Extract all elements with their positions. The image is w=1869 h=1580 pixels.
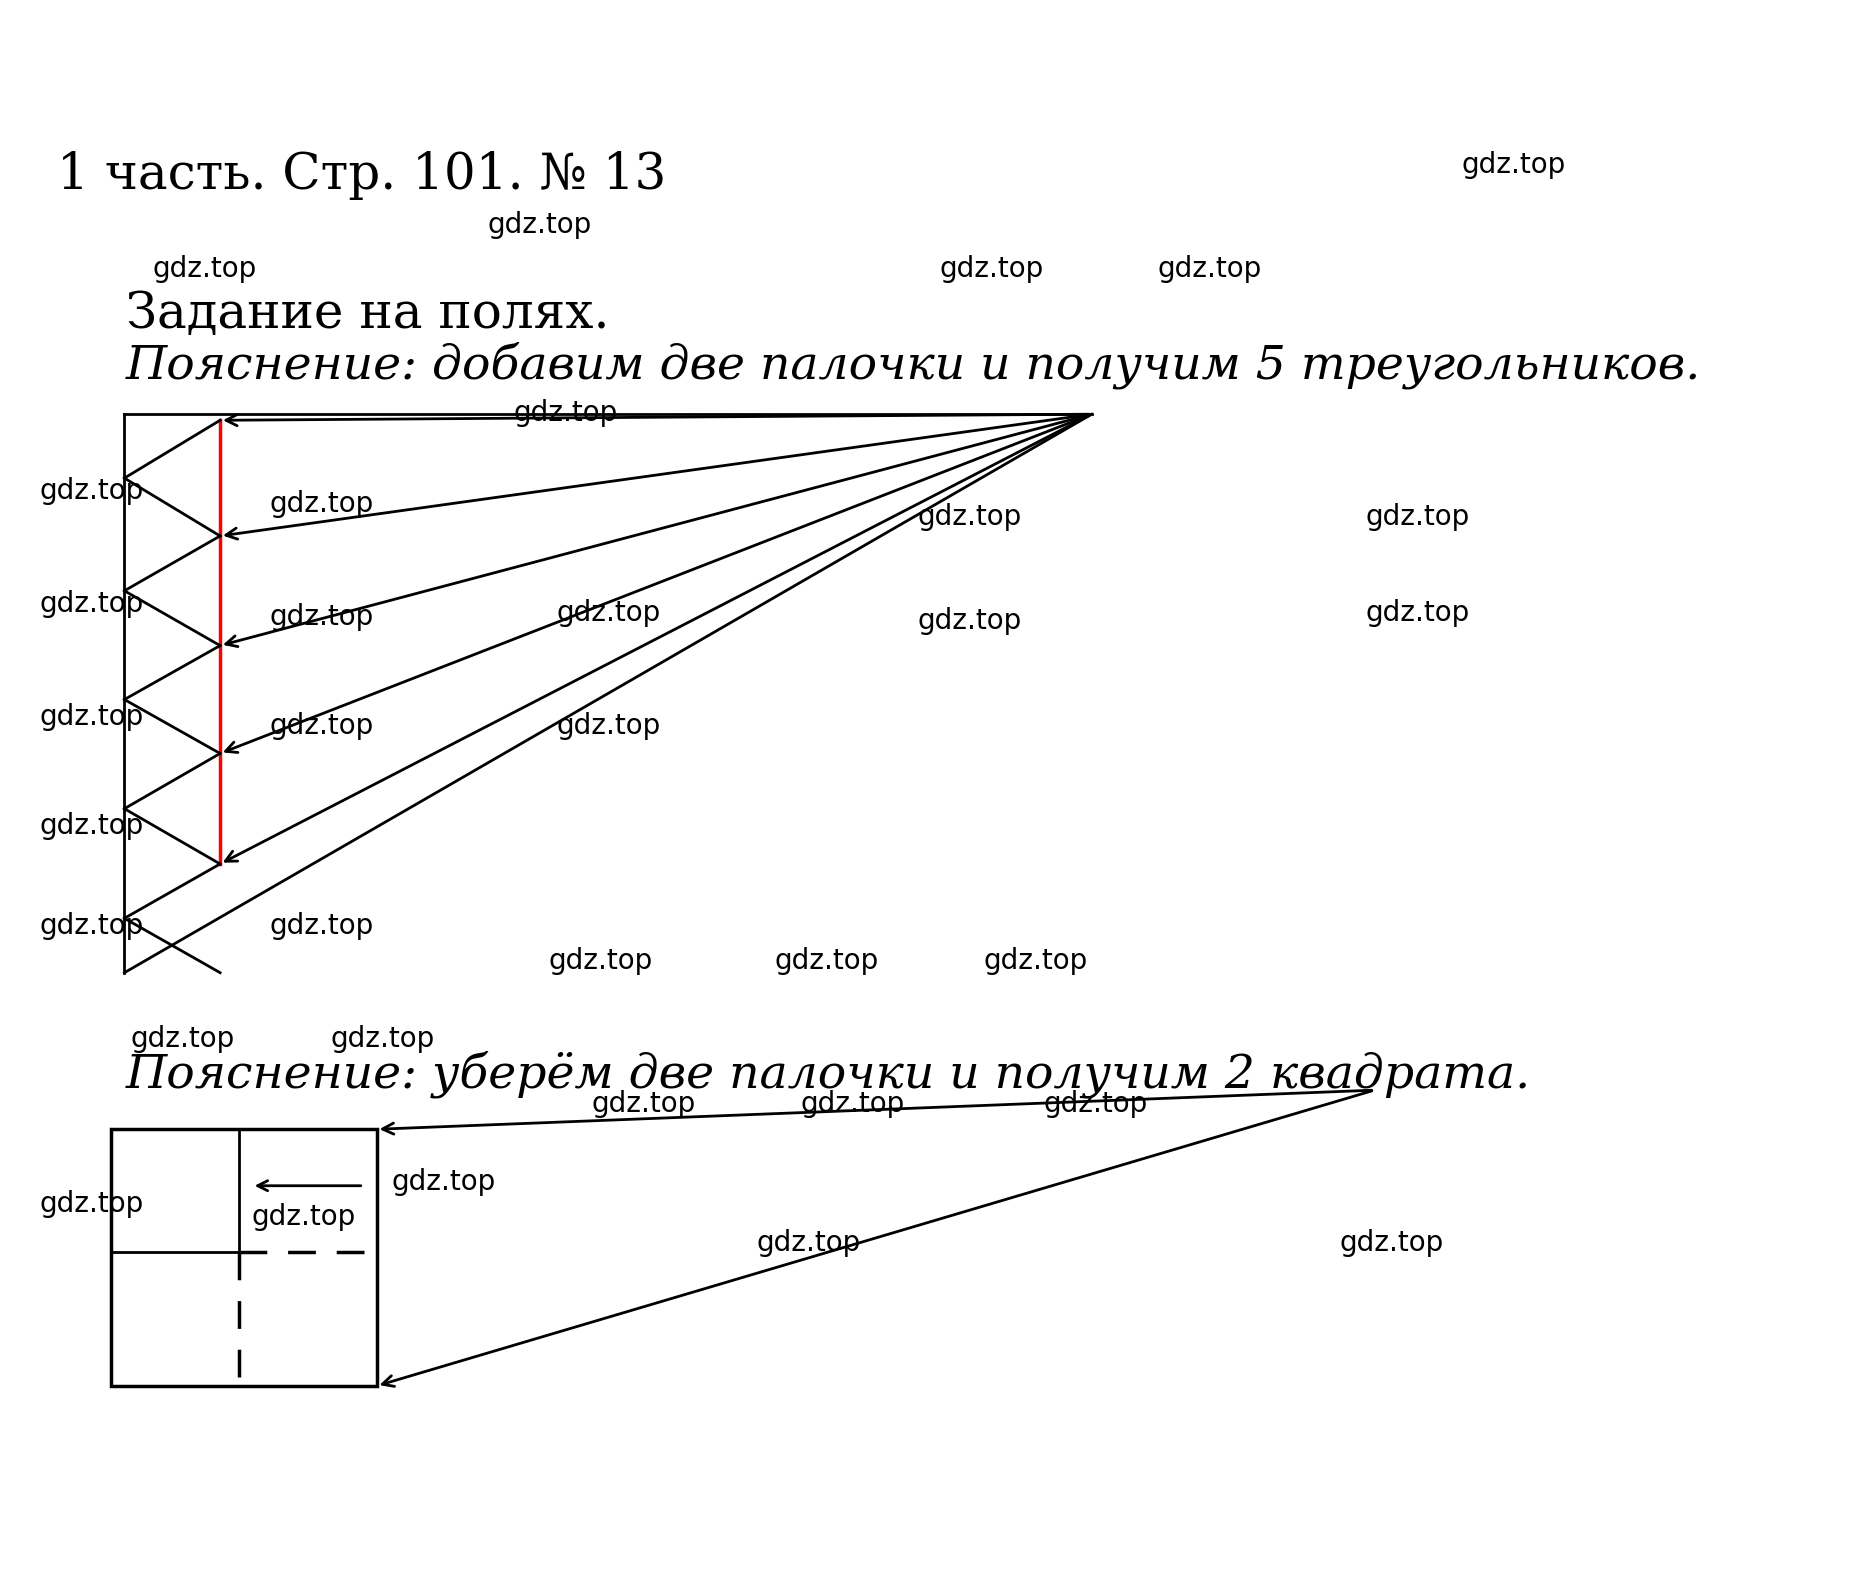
Text: gdz.top: gdz.top [557,711,662,739]
Text: gdz.top: gdz.top [1340,1229,1445,1258]
Text: gdz.top: gdz.top [488,212,591,240]
Text: gdz.top: gdz.top [1045,1090,1148,1119]
Text: gdz.top: gdz.top [269,604,374,630]
Text: gdz.top: gdz.top [940,254,1043,283]
Text: gdz.top: gdz.top [548,946,652,975]
Text: gdz.top: gdz.top [514,398,617,427]
Text: gdz.top: gdz.top [331,1025,435,1052]
Text: gdz.top: gdz.top [269,711,374,739]
Text: gdz.top: gdz.top [1366,599,1471,627]
Text: gdz.top: gdz.top [592,1090,695,1119]
Text: gdz.top: gdz.top [1366,502,1471,531]
Text: gdz.top: gdz.top [774,946,878,975]
Text: gdz.top: gdz.top [39,589,144,618]
Text: gdz.top: gdz.top [252,1202,355,1231]
Text: gdz.top: gdz.top [269,912,374,940]
Text: Пояснение: добавим две палочки и получим 5 треугольников.: Пояснение: добавим две палочки и получим… [125,341,1701,390]
Text: gdz.top: gdz.top [757,1229,862,1258]
Text: Пояснение: уберём две палочки и получим 2 квадрата.: Пояснение: уберём две палочки и получим … [125,1051,1531,1098]
Text: gdz.top: gdz.top [1462,150,1566,179]
Text: gdz.top: gdz.top [39,812,144,839]
Text: gdz.top: gdz.top [800,1090,905,1119]
Text: gdz.top: gdz.top [151,254,256,283]
Text: Задание на полях.: Задание на полях. [125,289,609,340]
Bar [112,1130,378,1386]
Text: gdz.top: gdz.top [918,502,1022,531]
Text: gdz.top: gdz.top [557,599,662,627]
Text: gdz.top: gdz.top [983,946,1088,975]
Text: gdz.top: gdz.top [1157,254,1262,283]
Text: gdz.top: gdz.top [269,490,374,518]
Text: gdz.top: gdz.top [39,703,144,732]
Text: gdz.top: gdz.top [918,607,1022,635]
Text: gdz.top: gdz.top [39,477,144,506]
Text: gdz.top: gdz.top [39,912,144,940]
Text: gdz.top: gdz.top [39,1190,144,1218]
Text: gdz.top: gdz.top [391,1169,495,1196]
Text: 1 часть. Стр. 101. № 13: 1 часть. Стр. 101. № 13 [56,150,665,201]
Text: gdz.top: gdz.top [131,1025,235,1052]
